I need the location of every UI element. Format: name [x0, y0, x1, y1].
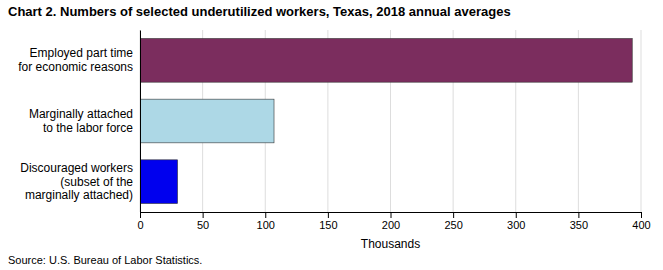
tick-mark [265, 212, 266, 218]
tick-label-line: Discouraged workers [20, 161, 133, 175]
tick-label: 150 [319, 219, 337, 231]
title: Chart 2. Numbers of selected underutiliz… [8, 4, 511, 19]
tick-label-line: for economic reasons [18, 60, 133, 74]
axis-title: Thousands [361, 237, 420, 251]
tick-mark [328, 212, 329, 218]
tick-mark [453, 212, 454, 218]
tick: 250 [444, 212, 462, 231]
tick-mark [578, 212, 579, 218]
tick: Marginally attachedto the labor force [29, 107, 140, 135]
tick: 300 [507, 212, 525, 231]
tick-label: 200 [382, 219, 400, 231]
tick: 400 [632, 212, 650, 231]
tick: 150 [319, 212, 337, 231]
bars [140, 38, 632, 203]
tick-label: Employed part timefor economic reasons [18, 46, 133, 74]
tick-mark [140, 212, 141, 218]
tick-label: Marginally attachedto the labor force [29, 107, 133, 135]
tick-mark [391, 212, 392, 218]
tick-label: 250 [444, 219, 462, 231]
tick-label-line: (subset of the [60, 175, 133, 189]
tick-mark [641, 212, 642, 218]
x-axis: 0 50 100 150 200 250 300 350 400 [137, 212, 650, 231]
tick-label-line: marginally attached) [25, 188, 133, 202]
grid-line [641, 30, 642, 212]
tick-label-line: Employed part time [30, 46, 134, 60]
grid-line [140, 30, 141, 212]
axis-line [141, 213, 642, 219]
bar [140, 38, 632, 82]
tick-label: 300 [507, 219, 525, 231]
grid [140, 30, 641, 212]
tick-label: 0 [137, 219, 143, 231]
tick: 200 [382, 212, 400, 231]
tick: 50 [197, 212, 209, 231]
tick-label: 400 [632, 219, 650, 231]
plot: 0 50 100 150 200 250 300 350 400 Discouraged work… [18, 30, 650, 231]
bar [140, 160, 178, 204]
bar [140, 99, 274, 143]
tick-mark [516, 212, 517, 218]
tick-label-line: Marginally attached [29, 107, 133, 121]
tick: Discouraged workers(subset of themargina… [20, 161, 140, 203]
tick: 0 [137, 212, 143, 231]
source: Source: U.S. Bureau of Labor Statistics. [8, 254, 202, 266]
tick: Employed part timefor economic reasons [18, 46, 140, 74]
y-axis: Discouraged workers(subset of themargina… [18, 31, 140, 213]
chart: Chart 2. Numbers of selected underutiliz… [0, 0, 663, 270]
tick-label: 100 [257, 219, 275, 231]
axis-line [140, 31, 141, 213]
tick: 100 [257, 212, 275, 231]
tick-label: Discouraged workers(subset of themargina… [20, 161, 133, 203]
tick-label: 50 [197, 219, 209, 231]
tick: 350 [570, 212, 588, 231]
tick-label: 350 [570, 219, 588, 231]
tick-mark [203, 212, 204, 218]
tick-label-line: to the labor force [43, 121, 133, 135]
